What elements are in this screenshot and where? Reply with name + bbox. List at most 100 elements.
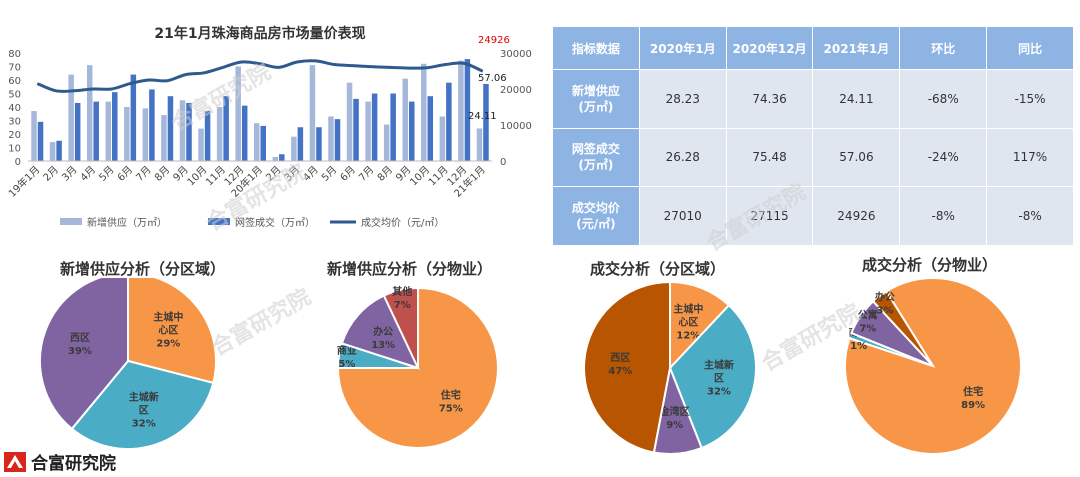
bar	[142, 108, 149, 161]
table-cell: -8%	[986, 186, 1074, 246]
y-tick-label: 70	[8, 63, 21, 74]
x-tick-label: 10月	[408, 164, 433, 189]
stats-table: 指标数据 2020年1月 2020年12月 2021年1月 环比 同比 新增供应…	[552, 26, 1074, 246]
pie-slice	[340, 294, 420, 370]
bar	[365, 101, 371, 161]
y-tick-label: 10	[8, 144, 21, 155]
pie-slice	[382, 286, 419, 369]
x-tick-label: 3月	[59, 164, 79, 184]
pie-slice	[668, 303, 757, 450]
bar	[235, 66, 241, 161]
pie-label: 西区 39%	[68, 332, 92, 357]
table-cell: 75.48	[725, 127, 814, 188]
bar	[149, 89, 155, 161]
bar	[272, 156, 279, 161]
pie-label: 办公 13%	[371, 325, 395, 351]
pie-slice	[70, 359, 215, 448]
x-tick-label: 5月	[97, 164, 117, 184]
bar	[216, 107, 223, 161]
pie-label: 公寓 7%	[858, 309, 878, 335]
table-cell: 57.06	[812, 127, 901, 188]
pie-label: 主城中心区 29%	[153, 311, 183, 350]
bar	[297, 127, 304, 161]
x-tick-label: 8月	[375, 164, 395, 184]
bar	[179, 100, 186, 161]
combo-title: 21年1月珠海商品房市场量价表现	[154, 25, 365, 42]
table-row: 网签成交 (万㎡) 26.28 75.48 57.06 -24% 117%	[552, 127, 1074, 188]
table-cell: -24%	[899, 127, 988, 188]
table-cell: 117%	[986, 127, 1074, 188]
bar	[105, 101, 112, 161]
pie-label: 办公 3%	[875, 291, 895, 317]
table-cell: 74.36	[725, 69, 814, 129]
pie-label: 金湾区 9%	[659, 405, 690, 431]
pie-chart-deal-region: 主城中心区 12%主城新区 32% 金湾区 9% 西区 47%	[583, 280, 757, 455]
bar	[476, 128, 483, 161]
legend-swatch	[208, 218, 230, 225]
bar	[421, 63, 427, 161]
x-tick-label: 7月	[134, 164, 154, 184]
table-row: 成交均价 (元/㎡) 27010 27115 24926 -8% -8%	[552, 186, 1074, 246]
table-cell: -15%	[986, 69, 1074, 129]
stats-header: 2021年1月	[812, 26, 901, 70]
x-tick-label: 5月	[319, 164, 339, 184]
bar	[86, 65, 93, 161]
bar	[167, 96, 174, 161]
table-cell: -68%	[899, 69, 988, 129]
pie-label: 住宅 75%	[439, 388, 463, 414]
bar	[408, 101, 415, 161]
table-cell: 28.23	[638, 69, 727, 129]
pie-slice	[39, 278, 129, 431]
bar	[483, 83, 489, 161]
bar	[291, 136, 297, 161]
x-tick-label: 11月	[203, 164, 228, 189]
pie-label: 主城新区 32%	[129, 391, 159, 430]
y-tick-label: 20	[8, 130, 21, 141]
bar	[161, 115, 167, 161]
bar	[49, 142, 56, 161]
x-tick-label: 2月	[41, 164, 61, 184]
bar	[446, 82, 452, 161]
y2-tick-label: 20000	[500, 85, 532, 96]
pie-label: 其他 7%	[392, 285, 412, 311]
bar	[93, 101, 99, 161]
bar	[458, 60, 464, 161]
x-tick-label: 19年1月	[6, 163, 43, 200]
pie-title-deal-region: 成交分析（分区域）	[590, 260, 726, 278]
bar	[383, 124, 390, 161]
y-tick-label: 80	[8, 49, 21, 60]
bar	[31, 111, 37, 161]
row-header: 网签成交 (万㎡)	[552, 127, 640, 188]
stats-header: 环比	[899, 26, 988, 70]
pie-slice	[583, 280, 671, 454]
y-tick-label: 40	[8, 103, 21, 114]
x-tick-label: 7月	[356, 164, 376, 184]
bar	[328, 116, 334, 161]
pie-slice	[127, 278, 217, 385]
y2-tick-label: 30000	[500, 49, 532, 60]
pie-title-deal-property: 成交分析（分物业）	[862, 256, 998, 274]
y-tick-label: 30	[8, 117, 21, 128]
bar	[309, 65, 316, 161]
y2-tick-label: 10000	[500, 121, 532, 132]
stats-header: 同比	[986, 26, 1074, 70]
pie-chart-supply-property: 住宅 75%商业 5%办公 13%其他 7%	[337, 285, 499, 448]
brand-name: 合富研究院	[31, 454, 116, 474]
bar	[130, 74, 137, 161]
price-line	[36, 59, 484, 93]
bar	[74, 102, 81, 161]
legend-label: 新增供应（万㎡）	[87, 216, 167, 229]
bar	[279, 154, 285, 161]
stats-header: 2020年1月	[638, 26, 727, 70]
combo-chart: 21年1月珠海商品房市场量价表现010203040506070800100002…	[6, 25, 532, 229]
pie-chart-supply-region: 主城中心区 29% 主城新区 32% 西区 39%	[39, 278, 217, 448]
bar	[56, 140, 62, 161]
bar	[68, 74, 74, 161]
brand-logo-icon	[4, 451, 26, 472]
pie-label: 西区 47%	[608, 352, 632, 377]
table-cell: 26.28	[638, 127, 727, 188]
bar	[402, 78, 408, 161]
bar	[241, 105, 248, 161]
y-tick-label: 60	[8, 76, 21, 87]
table-cell: -8%	[899, 186, 988, 246]
